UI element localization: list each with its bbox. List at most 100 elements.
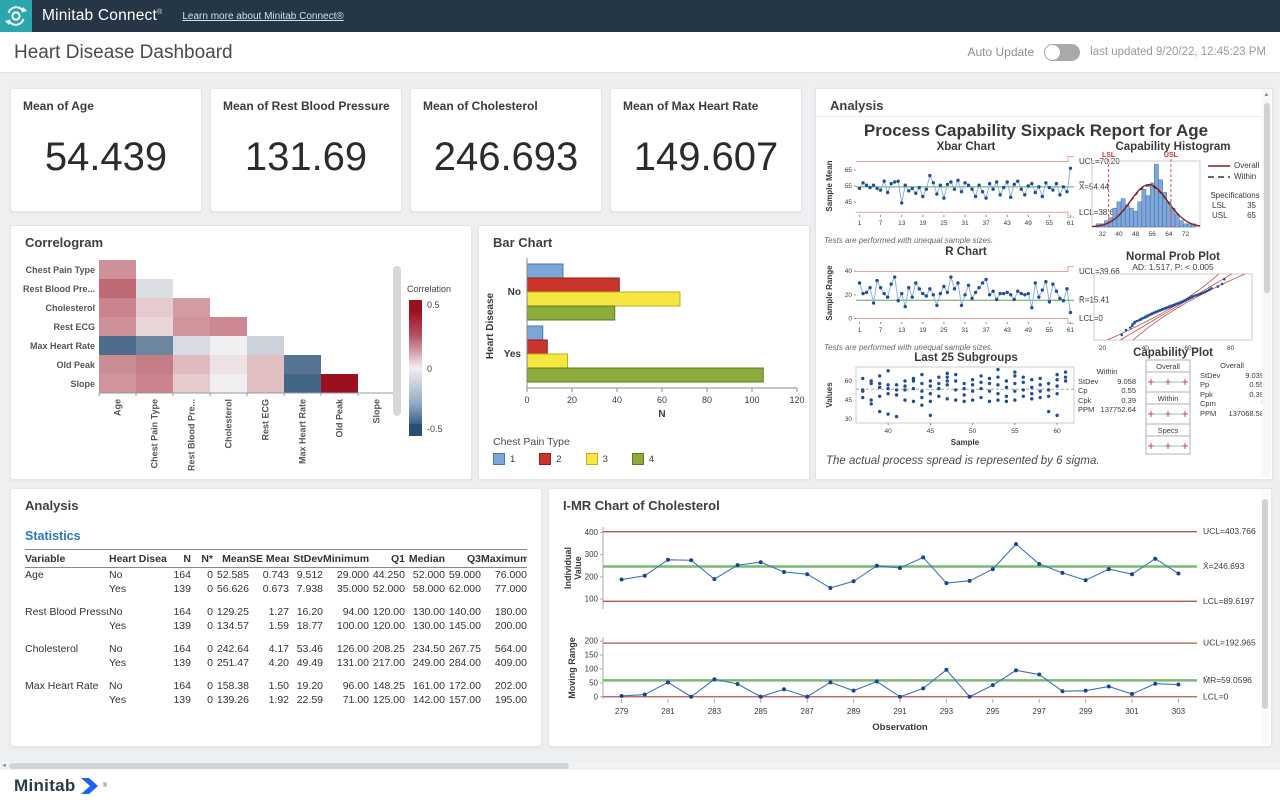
- svg-text:60: 60: [845, 378, 853, 385]
- footer-trademark: ®: [103, 783, 107, 789]
- svg-text:37: 37: [982, 220, 990, 227]
- svg-text:49: 49: [1025, 220, 1033, 227]
- svg-text:100: 100: [744, 395, 759, 405]
- statistics-link[interactable]: Statistics: [25, 529, 81, 543]
- svg-text:Chest Pain Type: Chest Pain Type: [26, 265, 95, 275]
- auto-update-toggle[interactable]: [1044, 44, 1080, 61]
- svg-text:100: 100: [585, 595, 599, 604]
- svg-text:Moving Range: Moving Range: [567, 637, 577, 699]
- auto-update-label: Auto Update: [967, 45, 1034, 59]
- correlogram-heatmap: Chest Pain TypeRest Blood Pre...Choleste…: [11, 250, 407, 478]
- svg-text:M̄R=59.0596: M̄R=59.0596: [1203, 675, 1252, 685]
- svg-text:287: 287: [801, 707, 815, 716]
- panel-title: Correlogram: [25, 235, 103, 250]
- kpi-value: 131.69: [211, 135, 401, 180]
- normal-prob-plot-subtitle: AD: 1.517, P: < 0.005: [1083, 262, 1263, 272]
- kpi-title: Mean of Rest Blood Pressure: [223, 99, 390, 113]
- svg-text:30: 30: [845, 416, 853, 423]
- cap-stat-row: Ppk0.39: [1200, 390, 1264, 400]
- svg-text:LCL=89.6197: LCL=89.6197: [1203, 596, 1255, 606]
- top-navbar: Minitab Connect® Learn more about Minita…: [0, 0, 1280, 32]
- svg-text:55: 55: [1046, 220, 1054, 227]
- panel-bar-chart: Bar Chart NoYes020406080100120NHeart Dis…: [478, 225, 810, 480]
- imr-scrollbar[interactable]: [1261, 489, 1269, 744]
- legend-overall-label: Overall: [1234, 161, 1259, 170]
- svg-text:61: 61: [1067, 220, 1075, 227]
- svg-text:40: 40: [1115, 231, 1123, 238]
- normal-prob-plot: 20406080: [1092, 272, 1260, 354]
- svg-text:Sample: Sample: [951, 438, 980, 447]
- svg-text:25: 25: [940, 327, 948, 334]
- svg-text:0: 0: [848, 315, 852, 322]
- panel-analysis-statistics: Analysis Statistics VariableHeart Diseas…: [10, 488, 542, 747]
- legend-item: 2: [539, 453, 561, 465]
- svg-text:120: 120: [789, 395, 804, 405]
- legend-tick: 0: [427, 364, 432, 374]
- learn-more-link[interactable]: Learn more about Minitab Connect®: [182, 11, 343, 22]
- svg-text:Age: Age: [113, 399, 123, 416]
- cap-stat-row: StDev9.039: [1200, 371, 1264, 381]
- capability-plot: Within StDev9.058Cp0.55Cpk0.39PPM137752.…: [1078, 359, 1264, 459]
- page-title: Heart Disease Dashboard: [14, 42, 233, 64]
- svg-text:289: 289: [847, 707, 861, 716]
- svg-text:X̄=246.693: X̄=246.693: [1203, 561, 1245, 571]
- cap-stat-row: Pp0.55: [1200, 380, 1264, 390]
- cap-stat-row: PPM137068.58: [1200, 409, 1264, 419]
- svg-text:0: 0: [524, 395, 529, 405]
- legend-tick: 0.5: [427, 300, 440, 310]
- overall-stats: Overall StDev9.039Pp0.55Ppk0.39Cpm*PPM13…: [1200, 361, 1264, 418]
- table-row: AgeNo164052.5850.7439.51229.00044.25052.…: [25, 568, 527, 582]
- svg-text:7: 7: [879, 220, 883, 227]
- svg-text:Sample Mean: Sample Mean: [825, 160, 834, 211]
- svg-text:49: 49: [1025, 327, 1033, 334]
- svg-text:19: 19: [919, 220, 927, 227]
- svg-text:100: 100: [585, 664, 599, 673]
- svg-text:Heart Disease: Heart Disease: [485, 292, 496, 359]
- svg-text:301: 301: [1125, 707, 1139, 716]
- footer-brand: Minitab: [14, 776, 76, 796]
- cap-stat-row: PPM137752.64: [1078, 405, 1136, 415]
- table-header-row: VariableHeart DiseaseNN*MeanSE MeanStDev…: [25, 549, 527, 568]
- svg-text:1: 1: [858, 327, 862, 334]
- svg-text:279: 279: [615, 707, 629, 716]
- panel-imr-chart: I-MR Chart of Cholesterol 100200300400UC…: [548, 488, 1272, 747]
- svg-text:283: 283: [708, 707, 722, 716]
- svg-text:55: 55: [1046, 327, 1054, 334]
- svg-text:400: 400: [585, 528, 599, 537]
- legend-item: 4: [632, 453, 654, 465]
- legend-within-label: Within: [1234, 172, 1256, 181]
- cap-stat-row: Cpm*: [1200, 399, 1264, 409]
- svg-text:300: 300: [585, 550, 599, 559]
- r-chart-title: R Chart: [822, 246, 1110, 258]
- tests-note: Tests are performed with unequal sample …: [824, 343, 993, 352]
- panel-analysis-sixpack: Analysis Process Capability Sixpack Repo…: [815, 88, 1273, 480]
- table-row: Yes1390139.261.9222.5971.00125.00142.001…: [25, 693, 527, 707]
- kpi-title: Mean of Age: [23, 99, 94, 113]
- svg-text:25: 25: [940, 220, 948, 227]
- svg-text:200: 200: [585, 637, 599, 646]
- svg-text:Overall: Overall: [1156, 362, 1180, 371]
- panel-title: Bar Chart: [493, 235, 552, 250]
- legend-tick: -0.5: [427, 424, 443, 434]
- horizontal-scrollbar[interactable]: ◄: [0, 762, 1280, 770]
- kpi-card-mean-max-hr: Mean of Max Heart Rate 149.607: [610, 88, 802, 212]
- svg-text:LSL: LSL: [1102, 152, 1116, 159]
- svg-text:Old Peak: Old Peak: [335, 398, 345, 438]
- kpi-card-mean-age: Mean of Age 54.439: [10, 88, 202, 212]
- bar-legend: 1234: [493, 453, 654, 465]
- svg-text:Slope: Slope: [372, 399, 382, 424]
- svg-text:60: 60: [1053, 428, 1061, 435]
- correlogram-scrollbar[interactable]: [393, 266, 401, 416]
- svg-text:1: 1: [858, 220, 862, 227]
- sixpack-scrollbar[interactable]: ▲: [1262, 89, 1271, 477]
- svg-text:Cholesterol: Cholesterol: [45, 303, 95, 313]
- svg-text:43: 43: [1004, 327, 1012, 334]
- sixpack-report-title: Process Capability Sixpack Report for Ag…: [816, 121, 1256, 141]
- table-row: Yes1390251.474.2049.49131.00217.00249.00…: [25, 656, 527, 670]
- svg-text:150: 150: [585, 651, 599, 660]
- svg-text:Observation: Observation: [872, 722, 928, 733]
- svg-text:80: 80: [702, 395, 712, 405]
- minitab-connect-dashboard: Minitab Connect® Learn more about Minita…: [0, 0, 1280, 802]
- svg-text:0: 0: [594, 692, 599, 701]
- svg-text:50: 50: [589, 678, 598, 687]
